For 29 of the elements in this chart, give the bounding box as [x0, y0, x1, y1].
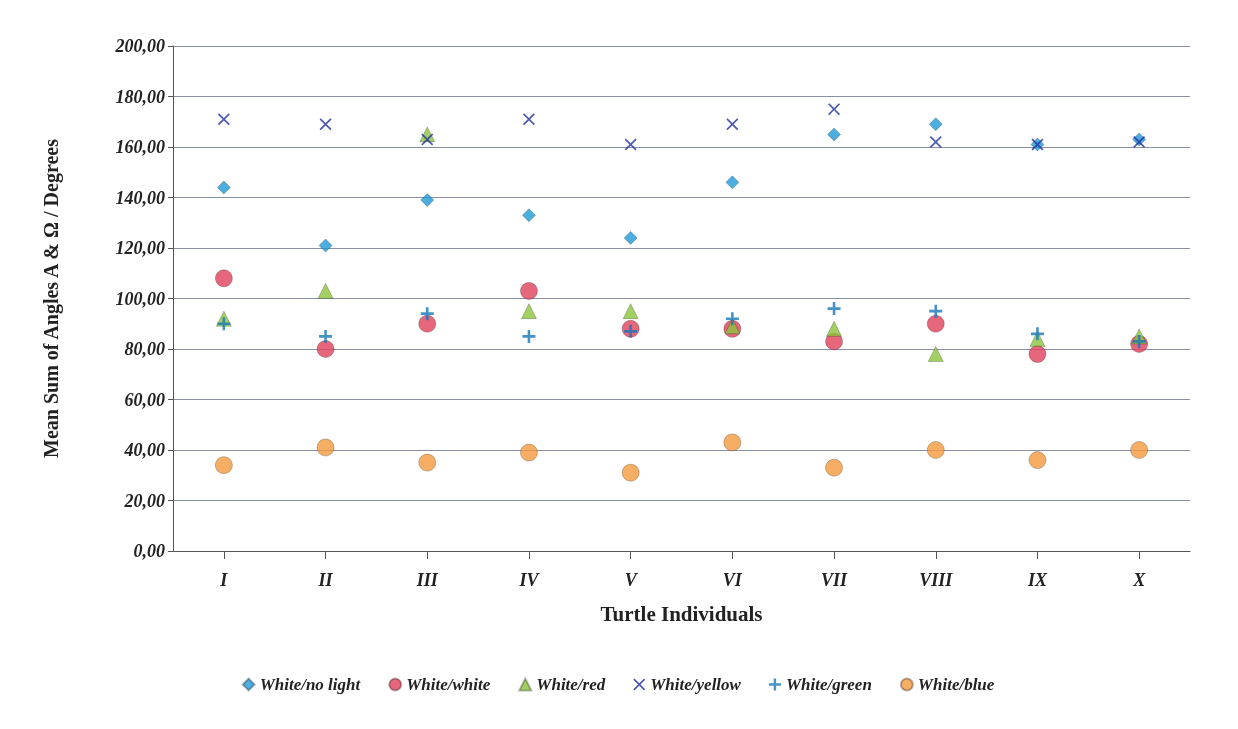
legend-label: White/red [536, 675, 606, 694]
x-tick-label: X [1132, 570, 1147, 590]
x-tick-label: IX [1026, 570, 1048, 590]
y-tick-label: 80,00 [124, 339, 165, 359]
legend-label: White/yellow [650, 675, 742, 694]
x-tick-label: V [624, 570, 639, 590]
y-tick-label: 180,00 [115, 86, 165, 107]
y-tick-label: 60,00 [124, 389, 165, 410]
x-tick-label: VI [722, 570, 743, 590]
legend-label: White/white [406, 675, 491, 694]
legend-label: White/blue [917, 675, 995, 694]
legend-label: White/no light [259, 675, 362, 694]
y-tick-label: 100,00 [115, 288, 165, 309]
y-tick-label: 140,00 [115, 187, 165, 208]
legend-label: White/green [785, 675, 872, 694]
x-tick-label: IV [518, 570, 541, 590]
y-tick-label: 200,00 [114, 36, 165, 56]
y-tick-label: 160,00 [115, 137, 165, 157]
x-tick-label: II [317, 570, 334, 590]
x-tick-label: III [415, 570, 439, 590]
y-tick-label: 40,00 [123, 440, 165, 460]
x-tick-label: VIII [919, 570, 954, 590]
x-tick-label: I [219, 570, 229, 590]
y-tick-label: 0,00 [133, 541, 165, 561]
x-axis-title: Turtle Individuals [600, 601, 763, 626]
y-tick-label: 120,00 [115, 238, 165, 258]
x-tick-label: VII [821, 570, 849, 590]
y-tick-label: 20,00 [123, 490, 165, 511]
y-axis-title: Mean Sum of Angles A & Ω / Degrees [40, 138, 63, 458]
